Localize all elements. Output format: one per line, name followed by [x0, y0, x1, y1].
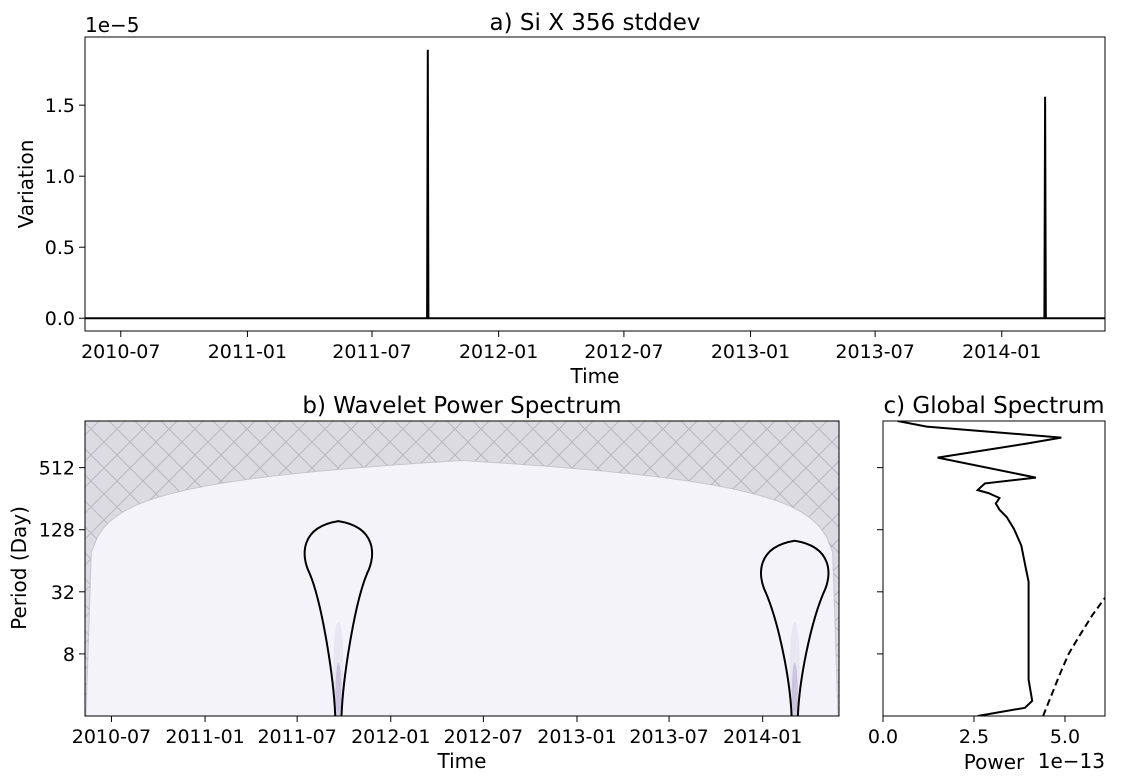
power-blob-outer	[333, 621, 344, 712]
panel-a-x-tick-label: 2013-07	[835, 341, 914, 363]
panel-b-x-tick-label: 2012-07	[444, 726, 523, 748]
panel-c-x-tick-label: 2.5	[959, 726, 989, 748]
panel-b-x-ticks: 2010-07 2011-01 2011-07 2012-01 2012-07 2013-…	[72, 716, 802, 748]
panel-b-x-tick-label: 2012-01	[351, 726, 430, 748]
panel-b-y-tick-label: 32	[51, 582, 75, 604]
panel-b-ylabel: Period (Day)	[7, 506, 31, 630]
power-blob-inner	[335, 662, 342, 716]
panel-b-y-tick-label: 128	[39, 520, 75, 542]
panel-c-offset-text: 1e−13	[1038, 749, 1105, 773]
panel-b-y-ticks: 8 32 128 512	[39, 458, 85, 666]
panel-b-title: b) Wavelet Power Spectrum	[302, 393, 621, 419]
cone-of-influence-hatch	[85, 421, 839, 716]
panel-c-y-ticks	[877, 467, 883, 655]
panel-a-series-line	[85, 49, 1105, 320]
panel-b-x-tick-label: 2011-07	[257, 726, 336, 748]
panel-c: c) Global Spectrum Power 1e−13 0.0 2.5 5.0	[868, 393, 1106, 774]
panel-a-y-tick-label: 0.5	[45, 237, 75, 259]
panel-b-x-tick-label: 2014-01	[723, 726, 802, 748]
panel-b-frame	[84, 420, 840, 717]
panel-a: a) Si X 356 stddev 1e−5 Variation Time 2…	[14, 10, 1106, 388]
panel-b-x-tick-label: 2013-07	[629, 726, 708, 748]
panel-a-x-tick-label: 2013-01	[711, 341, 790, 363]
global-spectrum-line	[897, 421, 1062, 716]
panel-a-x-tick-label: 2011-01	[208, 341, 287, 363]
panel-b: b) Wavelet Power Spectrum Period (Day) T…	[7, 393, 840, 773]
panel-a-x-tick-label: 2012-01	[459, 341, 538, 363]
panel-a-x-tick-label: 2011-07	[332, 341, 411, 363]
panel-a-frame	[84, 36, 1106, 332]
panel-a-x-tick-label: 2012-07	[584, 341, 663, 363]
panel-c-title: c) Global Spectrum	[883, 393, 1104, 419]
panel-a-y-tick-label: 1.5	[45, 95, 75, 117]
panel-c-x-ticks: 0.0 2.5 5.0	[868, 716, 1080, 748]
power-blob-outer	[789, 621, 800, 712]
panel-b-x-tick-label: 2011-01	[165, 726, 244, 748]
power-blob-inner	[791, 662, 798, 716]
significance-contours	[303, 520, 830, 716]
panel-c-x-tick-label: 5.0	[1050, 726, 1080, 748]
panel-a-y-tick-label: 1.0	[45, 166, 75, 188]
significance-line	[1042, 597, 1105, 716]
panel-a-x-tick-label: 2010-07	[81, 341, 160, 363]
panel-a-y-tick-label: 0.0	[45, 308, 75, 330]
panel-b-y-tick-label: 512	[39, 458, 75, 480]
panel-a-ylabel: Variation	[14, 140, 38, 229]
panel-a-offset-text: 1e−5	[85, 13, 140, 37]
panel-b-xlabel: Time	[437, 749, 487, 773]
panel-a-x-ticks: 2010-07 2011-01 2011-07 2012-01 2012-07 2013-…	[81, 331, 1041, 363]
panel-a-x-tick-label: 2014-01	[962, 341, 1041, 363]
panel-c-x-tick-label: 0.0	[868, 726, 898, 748]
panel-c-xlabel: Power	[964, 750, 1025, 774]
panel-a-xlabel: Time	[570, 364, 620, 388]
significance-contour	[760, 539, 830, 716]
panel-c-frame	[882, 420, 1106, 717]
panel-b-y-tick-label: 8	[63, 644, 75, 666]
significance-contour	[303, 520, 374, 716]
panel-a-title: a) Si X 356 stddev	[490, 10, 701, 36]
panel-b-x-tick-label: 2013-01	[537, 726, 616, 748]
panel-b-x-tick-label: 2010-07	[72, 726, 151, 748]
panel-b-power-blobs	[333, 621, 800, 716]
panel-a-y-ticks: 0.0 0.5 1.0 1.5	[45, 95, 85, 330]
